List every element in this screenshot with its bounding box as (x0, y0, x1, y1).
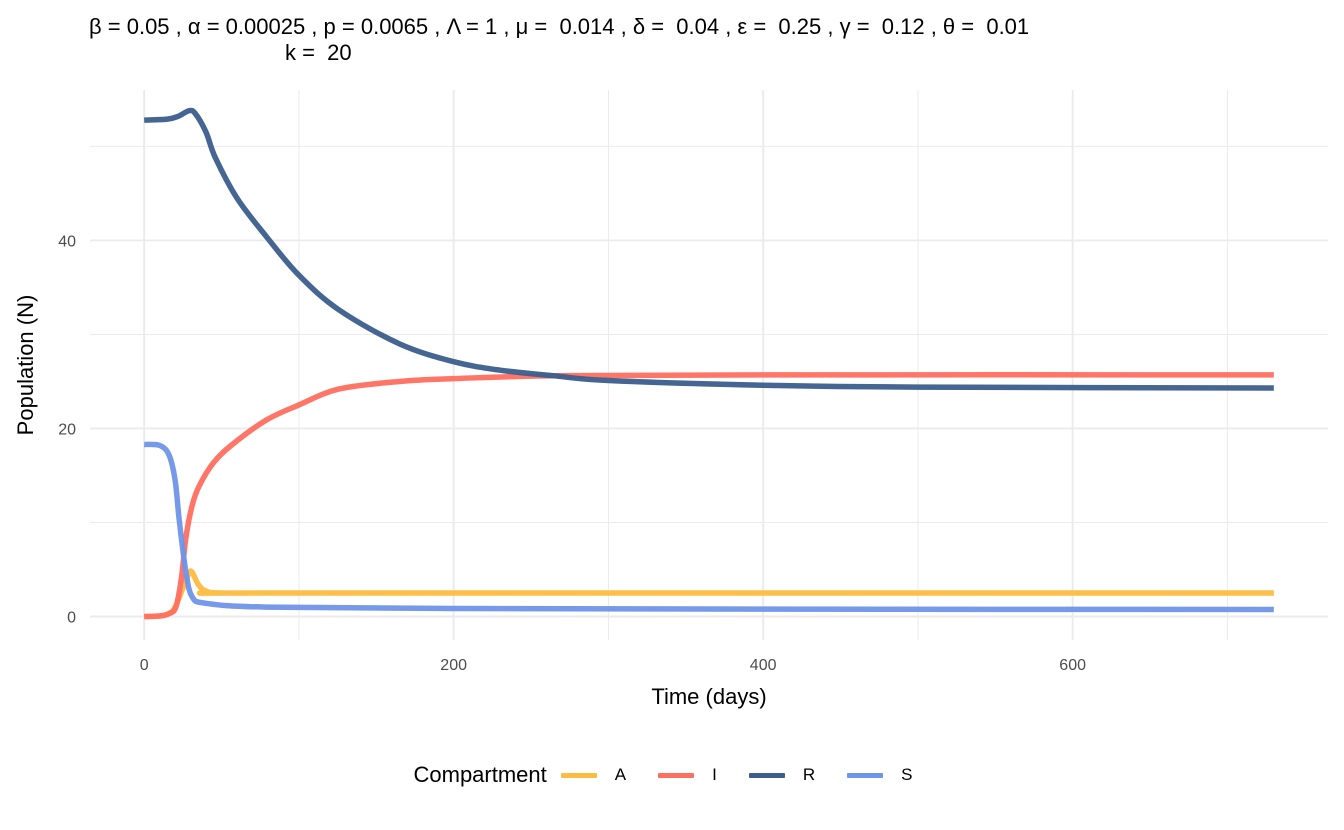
legend-item-A: A (560, 765, 644, 785)
legend-label: R (802, 765, 816, 784)
legend: Compartment A I R S (0, 762, 1344, 788)
legend-label: S (901, 765, 913, 784)
y-tick-label: 40 (58, 233, 76, 250)
chart-title: β = 0.05 , α = 0.00025 , p = 0.0065 , Λ … (89, 14, 1344, 66)
legend-swatch (847, 772, 884, 778)
title-line-2: k = 20 (285, 40, 352, 65)
legend-swatch (748, 772, 785, 778)
series-line-I (144, 372, 1274, 620)
y-tick-label: 20 (58, 421, 76, 438)
legend-item-S: S (847, 765, 930, 785)
legend-title: Compartment (413, 762, 547, 787)
legend-label: A (614, 765, 627, 784)
legend-swatch (560, 772, 597, 778)
x-tick-label: 200 (440, 657, 467, 674)
x-tick-label: 600 (1059, 657, 1086, 674)
x-tick-label: 0 (140, 657, 149, 674)
legend-item-R: R (748, 765, 833, 785)
legend-item-I: I (658, 765, 735, 785)
y-tick-label: 0 (67, 609, 76, 626)
series-line-S (143, 441, 1274, 613)
series-line-R (144, 107, 1274, 391)
x-tick-label: 400 (750, 657, 777, 674)
x-axis-label: Time (days) (651, 684, 766, 709)
legend-label: I (712, 765, 717, 784)
y-axis-label: Population (N) (13, 295, 38, 436)
legend-swatch (658, 772, 695, 778)
title-line-1: β = 0.05 , α = 0.00025 , p = 0.0065 , Λ … (89, 14, 1030, 39)
